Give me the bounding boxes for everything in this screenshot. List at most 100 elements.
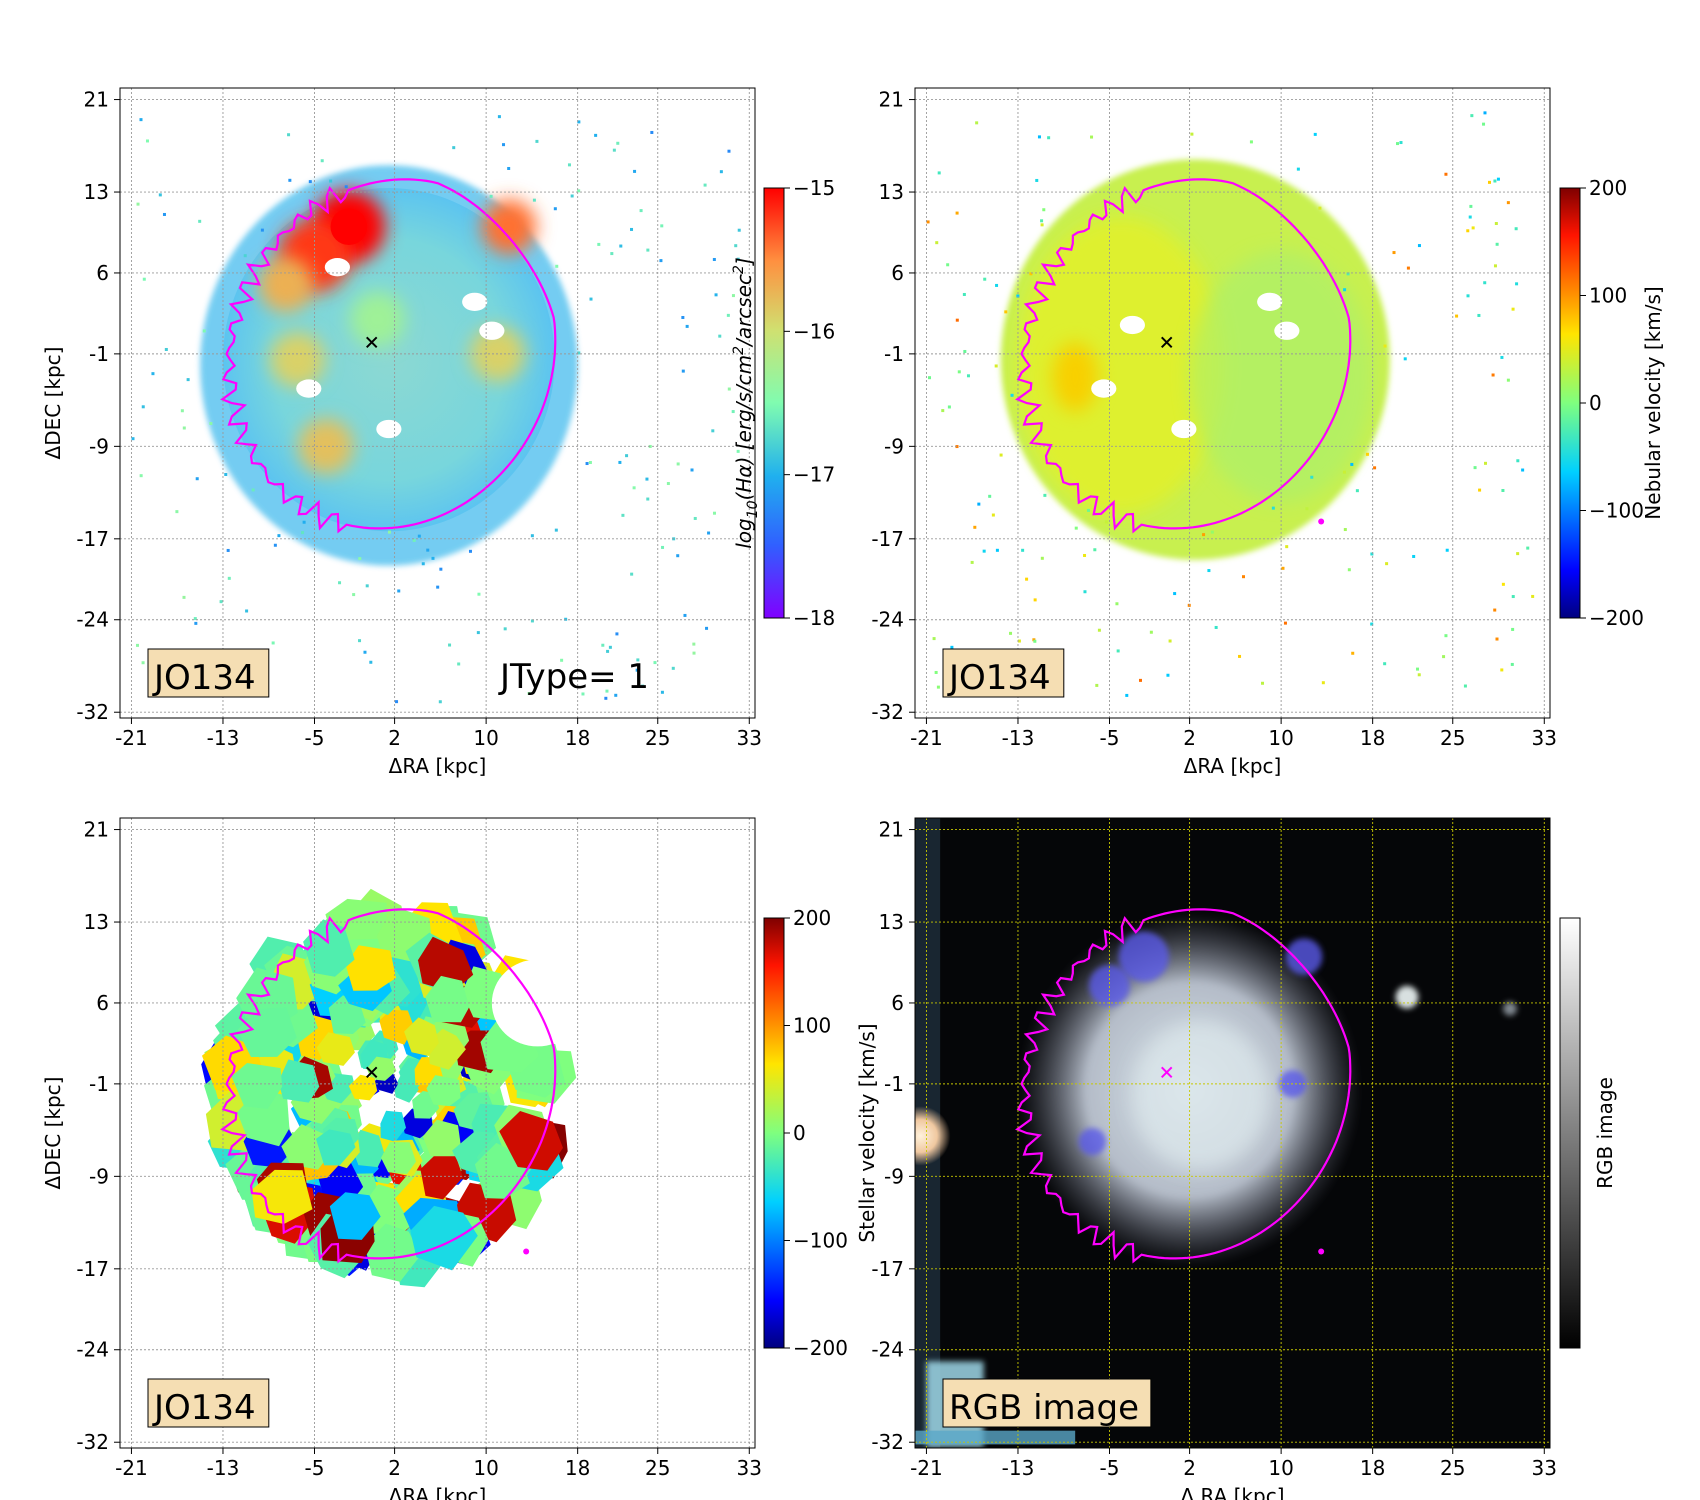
noise-pixel	[308, 180, 312, 184]
x-tick-label: 10	[473, 726, 498, 750]
noise-pixel	[1040, 556, 1044, 560]
noise-pixel	[452, 146, 456, 150]
x-tick-label: -5	[1100, 1456, 1120, 1480]
noise-pixel	[936, 685, 940, 689]
noise-pixel	[661, 545, 665, 549]
noise-pixel	[260, 228, 264, 232]
noise-pixel	[302, 520, 306, 524]
colorbar-tick-label: 200	[1589, 176, 1627, 200]
masked-hole	[324, 258, 350, 277]
noise-pixel	[387, 530, 391, 534]
noise-pixel	[1271, 506, 1275, 510]
noise-pixel	[601, 643, 605, 647]
x-tick-label: -13	[207, 726, 240, 750]
colorbar-tick-label: −16	[793, 319, 835, 343]
noise-pixel	[182, 595, 186, 599]
noise-pixel	[1370, 622, 1374, 626]
noise-pixel	[1515, 282, 1519, 286]
voronoi-bin	[316, 1129, 356, 1166]
y-tick-label: -9	[884, 434, 904, 458]
noise-pixel	[412, 538, 416, 542]
noise-pixel	[1412, 554, 1416, 558]
noise-pixel	[162, 212, 166, 216]
panel-nebular-map	[926, 111, 1535, 698]
noise-pixel	[363, 650, 367, 654]
y-tick-label: -24	[871, 1338, 904, 1362]
noise-pixel	[497, 115, 501, 119]
noise-pixel	[1445, 548, 1449, 552]
noise-pixel	[666, 482, 670, 486]
emission-knot	[349, 291, 405, 347]
noise-pixel	[1495, 242, 1499, 246]
noise-pixel	[963, 349, 967, 353]
noise-pixel	[975, 121, 979, 125]
noise-pixel	[970, 560, 974, 564]
noise-pixel	[1478, 488, 1482, 492]
x-tick-label: 2	[388, 726, 401, 750]
panel-rgb-image: -21 -13 -5 2 10 18 25 33 21 13 6 -1 -9 -17 -24 -32 Δ RA …	[871, 817, 1617, 1500]
colorbar-label-part: ]	[732, 257, 756, 266]
noise-pixel	[1040, 219, 1044, 223]
noise-pixel	[358, 639, 362, 643]
companion-dot	[523, 1248, 530, 1255]
noise-pixel	[1466, 294, 1470, 298]
noise-pixel	[632, 486, 636, 490]
colorbar-label-part: 10	[745, 500, 761, 518]
noise-pixel	[476, 631, 480, 635]
noise-pixel	[1033, 598, 1037, 602]
noise-pixel	[145, 139, 149, 143]
noise-pixel	[139, 118, 143, 122]
noise-pixel	[1043, 493, 1047, 497]
x-tick-label: -13	[1002, 726, 1035, 750]
noise-pixel	[1083, 590, 1087, 594]
noise-pixel	[1455, 314, 1459, 318]
noise-pixel	[1511, 595, 1515, 599]
noise-pixel	[477, 592, 481, 596]
y-tick-label: 21	[879, 818, 904, 842]
y-tick-label: 13	[84, 910, 109, 934]
noise-pixel	[227, 576, 231, 580]
colorbar-label-part: (Hα) [erg/s/cm	[732, 355, 756, 501]
noise-pixel	[352, 593, 356, 597]
colorbar-tick-label: −100	[793, 1229, 848, 1253]
noise-pixel	[1473, 466, 1477, 470]
noise-pixel	[1383, 344, 1387, 348]
noise-pixel	[1281, 566, 1285, 570]
emission-knot	[481, 199, 537, 255]
noise-pixel	[1173, 592, 1177, 596]
noise-pixel	[209, 422, 213, 426]
noise-pixel	[737, 228, 741, 232]
noise-pixel	[606, 649, 610, 653]
center-marker	[366, 1066, 378, 1079]
noise-pixel	[641, 684, 645, 688]
noise-pixel	[564, 617, 568, 621]
noise-pixel	[681, 316, 685, 320]
noise-pixel	[1403, 357, 1407, 361]
noise-pixel	[1190, 132, 1194, 136]
noise-pixel	[503, 627, 507, 631]
noise-pixel	[243, 254, 247, 258]
noise-pixel	[468, 549, 472, 553]
noise-pixel	[618, 460, 622, 464]
noise-pixel	[1444, 172, 1448, 176]
y-tick-label: -24	[871, 608, 904, 632]
noise-pixel	[1350, 462, 1354, 466]
noise-pixel	[645, 477, 649, 481]
noise-pixel	[1115, 602, 1119, 606]
y-tick-label: -24	[76, 608, 109, 632]
noise-pixel	[224, 472, 228, 476]
y-tick-label: -24	[76, 1338, 109, 1362]
noise-pixel	[1373, 466, 1377, 470]
galaxy-label: JO134	[947, 658, 1051, 698]
noise-pixel	[1442, 655, 1446, 659]
colorbar-tick-label: 100	[1589, 284, 1627, 308]
noise-pixel	[1021, 548, 1025, 552]
x-axis-label: ΔRA [kpc]	[1184, 754, 1282, 778]
star-forming-knot	[1088, 965, 1131, 1007]
noise-pixel	[660, 690, 664, 694]
star-forming-knot	[1285, 938, 1323, 976]
masked-hole	[1091, 379, 1117, 398]
star-forming-knot	[1118, 931, 1169, 982]
y-tick-label: -1	[884, 342, 904, 366]
noise-pixel	[648, 444, 652, 448]
